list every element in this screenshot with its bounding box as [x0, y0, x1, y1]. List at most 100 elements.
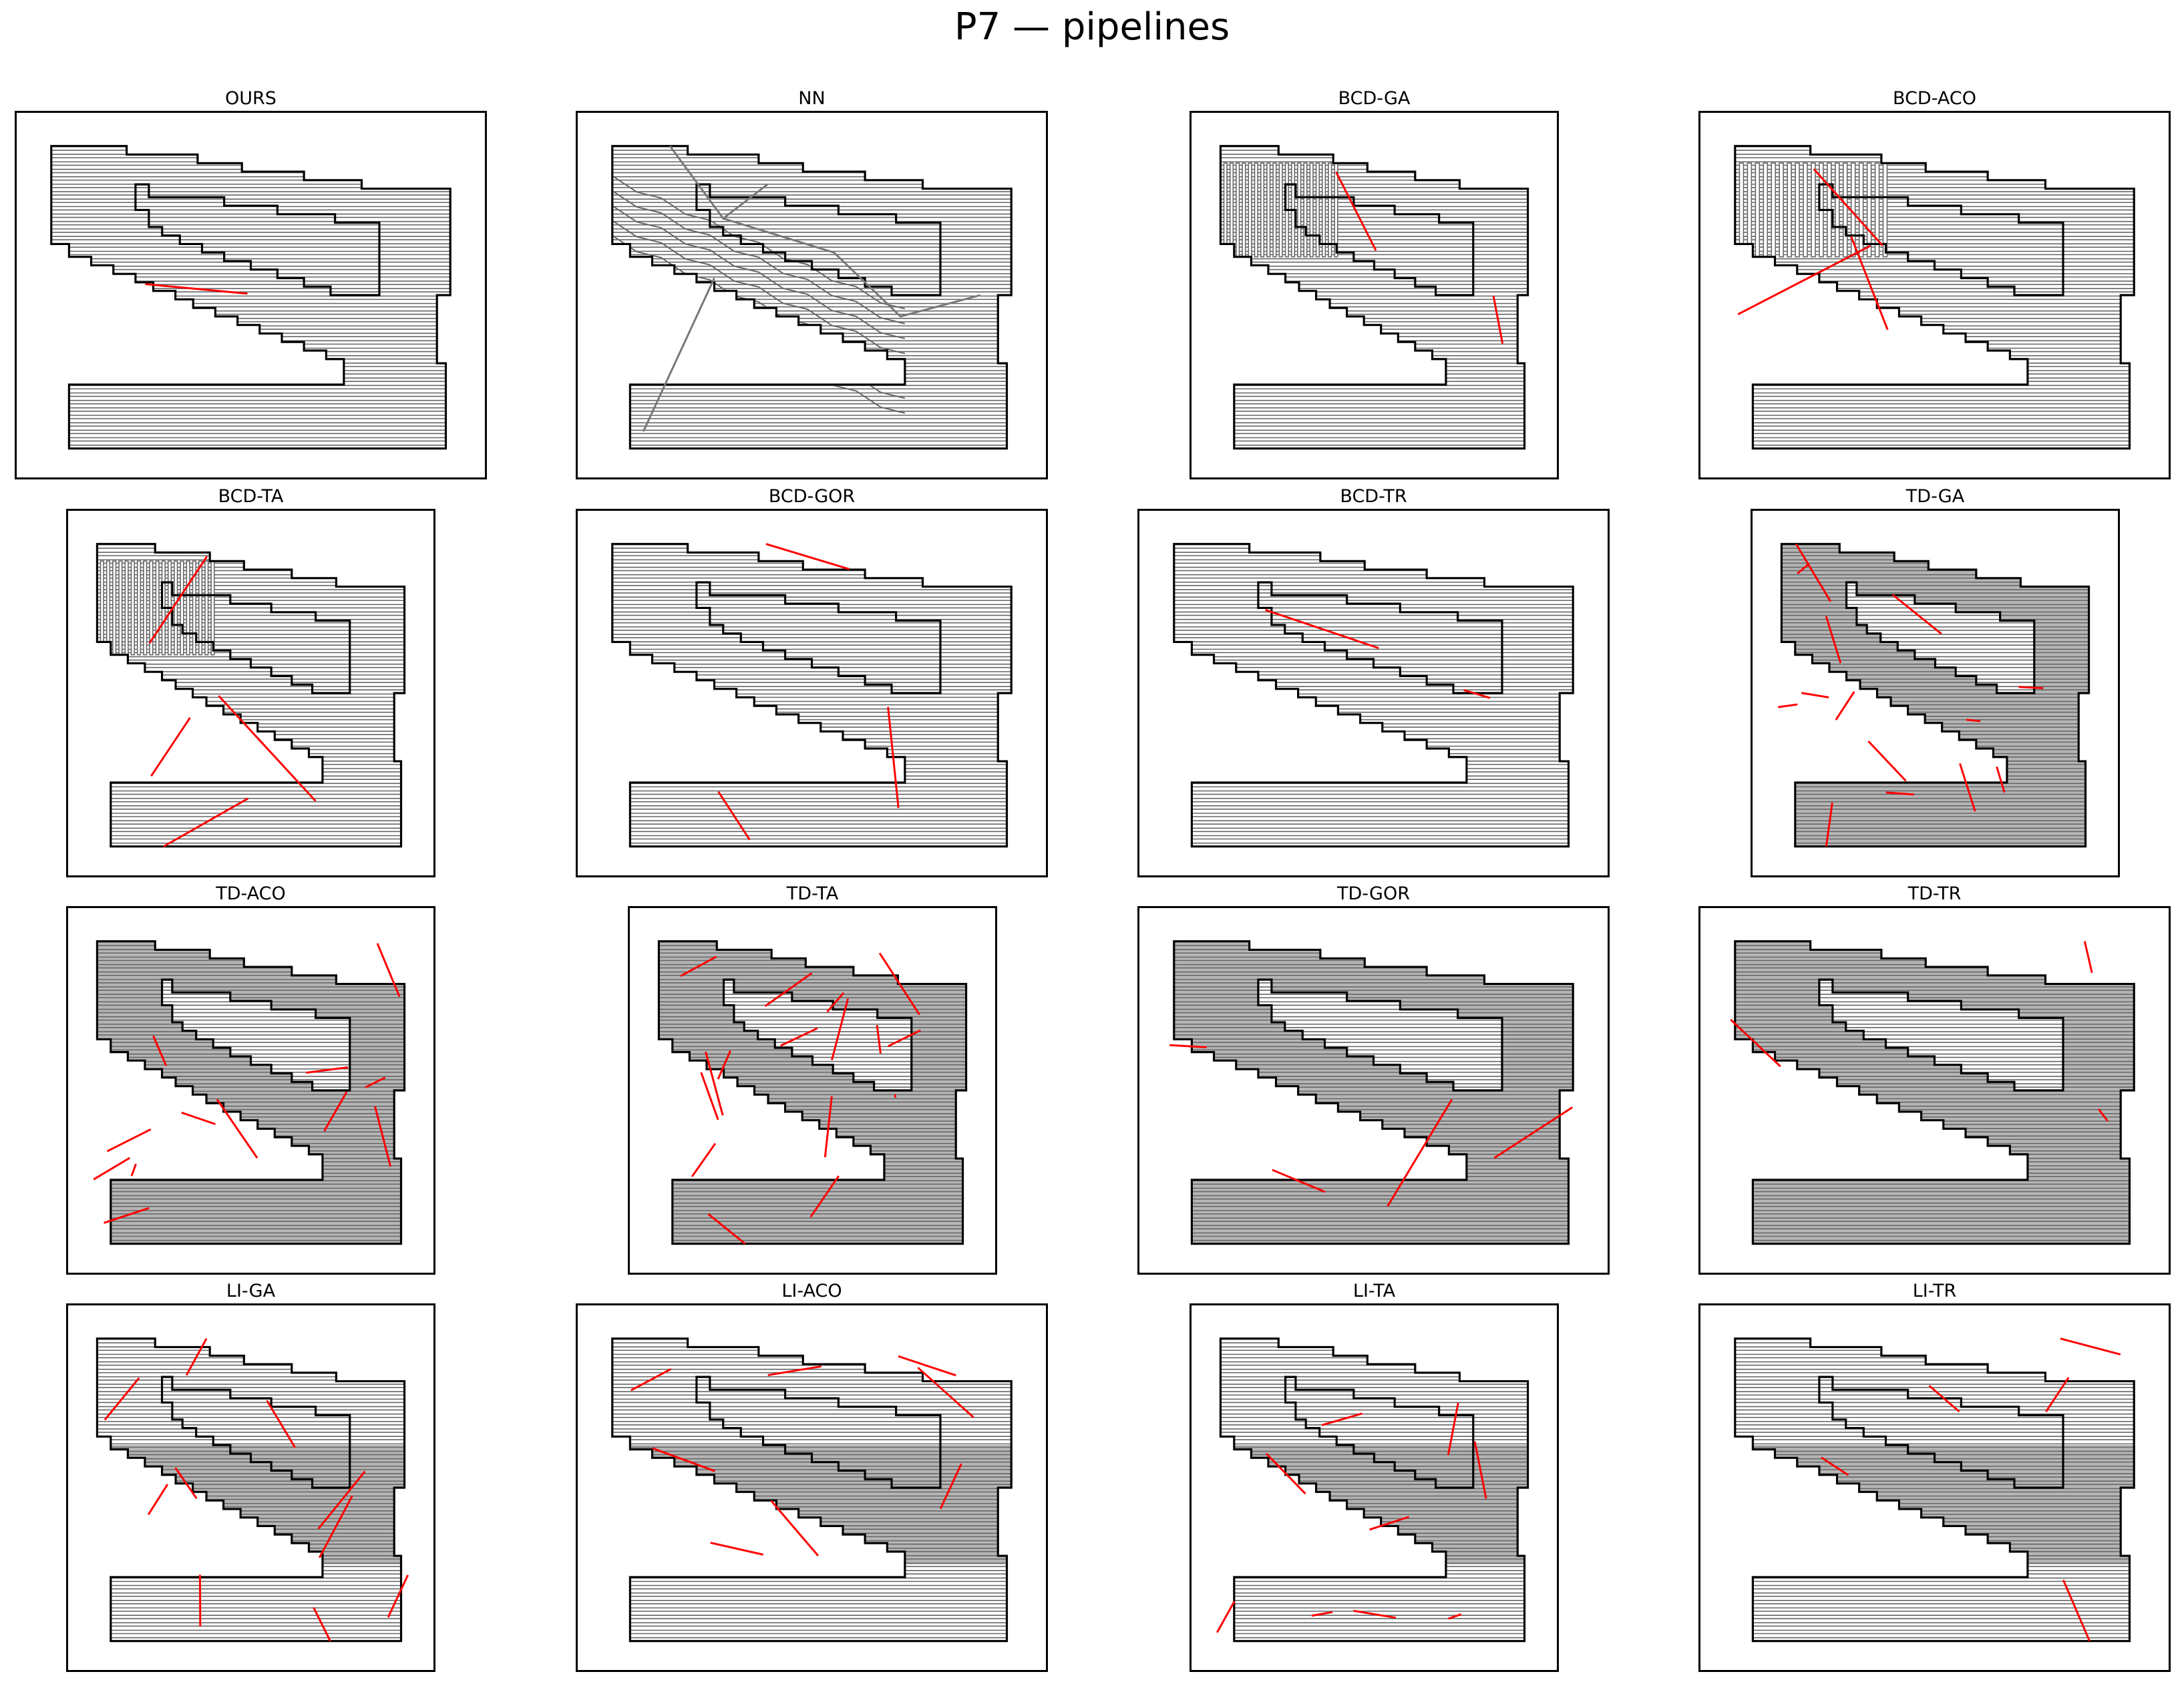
raster-line — [97, 1625, 405, 1631]
raster-line — [1173, 809, 1574, 814]
raster-line — [1173, 704, 1574, 710]
toolpath-plot — [611, 145, 1013, 450]
raster-line — [612, 194, 1012, 200]
raster-line — [97, 1439, 405, 1445]
raster-line — [1735, 239, 2135, 244]
raster-line — [612, 682, 1012, 687]
raster-line — [97, 1086, 405, 1092]
raster-line — [97, 982, 405, 988]
raster-line — [612, 816, 1012, 821]
raster-line — [1735, 216, 2135, 222]
transition-move — [163, 797, 249, 847]
raster-line-vertical — [1334, 162, 1338, 258]
raster-line — [1735, 1235, 2135, 1241]
raster-line — [1173, 622, 1574, 628]
raster-line — [1220, 1580, 1528, 1587]
raster-line — [612, 1580, 1012, 1587]
raster-line — [1220, 388, 1528, 394]
raster-line — [612, 209, 1012, 215]
raster-line — [1220, 187, 1528, 192]
raster-line — [1220, 395, 1528, 401]
raster-line — [612, 614, 1012, 620]
zigzag-path — [612, 220, 906, 355]
raster-line — [97, 637, 405, 642]
raster-line — [97, 809, 405, 814]
transition-move — [826, 992, 845, 1013]
raster-line — [97, 1603, 405, 1609]
raster-line-vertical — [1266, 162, 1271, 258]
raster-line — [1735, 1387, 2135, 1393]
raster-line — [51, 433, 451, 439]
raster-line — [612, 1432, 1012, 1437]
raster-line — [97, 1484, 405, 1490]
raster-line — [659, 1108, 966, 1114]
raster-line — [1735, 1380, 2135, 1385]
raster-line — [612, 577, 1012, 583]
part-outline — [611, 145, 1013, 450]
raster-line — [612, 254, 1012, 260]
panel-td-ta — [628, 906, 997, 1275]
raster-line — [97, 1506, 405, 1512]
raster-line — [1220, 418, 1528, 423]
raster-line — [1220, 276, 1528, 282]
raster-line-vertical — [1771, 162, 1777, 258]
raster-line — [1781, 592, 2089, 598]
raster-line — [1735, 1424, 2135, 1430]
raster-line — [97, 704, 405, 710]
raster-line — [612, 786, 1012, 792]
transition-move — [1311, 1611, 1333, 1617]
raster-line — [97, 990, 405, 996]
raster-line — [51, 306, 451, 312]
raster-line — [97, 1387, 405, 1393]
raster-line — [1220, 1432, 1528, 1437]
transition-move — [831, 998, 850, 1061]
raster-line — [1220, 425, 1528, 431]
raster-line — [1735, 246, 2135, 252]
toolpath-plot — [93, 940, 406, 1245]
raster-line — [1173, 1108, 1574, 1114]
raster-line — [97, 1027, 405, 1032]
transition-move — [104, 1377, 140, 1421]
part-outline — [1173, 543, 1574, 848]
raster-line — [612, 1387, 1012, 1393]
raster-line — [1220, 1439, 1528, 1445]
raster-line — [1220, 1424, 1528, 1430]
raster-line — [1735, 1446, 2135, 1452]
raster-line-vertical — [1315, 162, 1320, 258]
raster-line — [1781, 704, 2089, 710]
raster-line — [51, 254, 451, 260]
raster-line — [97, 1213, 405, 1219]
transition-move — [1850, 236, 1889, 331]
panel-td-gor — [1137, 906, 1610, 1275]
raster-line — [1173, 1027, 1574, 1032]
raster-line — [1781, 823, 2089, 829]
figure-title: P7 — pipelines — [954, 5, 1230, 49]
raster-line — [51, 395, 451, 401]
panel-title: NN — [798, 88, 826, 109]
transition-move — [770, 1500, 820, 1556]
raster-line — [1173, 1086, 1574, 1092]
toolpath-plot — [1173, 543, 1574, 848]
raster-line — [1220, 216, 1528, 222]
raster-line — [1781, 711, 2089, 717]
raster-line — [659, 974, 966, 980]
raster-line — [1173, 711, 1574, 717]
transition-move — [652, 1447, 715, 1472]
raster-line — [1735, 1221, 2135, 1227]
raster-line — [1173, 1235, 1574, 1241]
raster-line — [97, 1191, 405, 1197]
raster-line-vertical — [1795, 162, 1800, 258]
transition-move — [323, 1091, 348, 1132]
raster-line — [51, 187, 451, 192]
raster-line-vertical — [1755, 162, 1761, 258]
raster-line — [51, 403, 451, 409]
raster-line — [1220, 1372, 1528, 1378]
raster-line — [97, 1108, 405, 1114]
raster-line — [612, 1618, 1012, 1624]
raster-line — [1173, 637, 1574, 642]
raster-line — [1735, 1432, 2135, 1437]
raster-line — [612, 838, 1012, 844]
raster-line — [1735, 1191, 2135, 1197]
raster-line — [1735, 1027, 2135, 1032]
raster-line — [1173, 1012, 1574, 1018]
